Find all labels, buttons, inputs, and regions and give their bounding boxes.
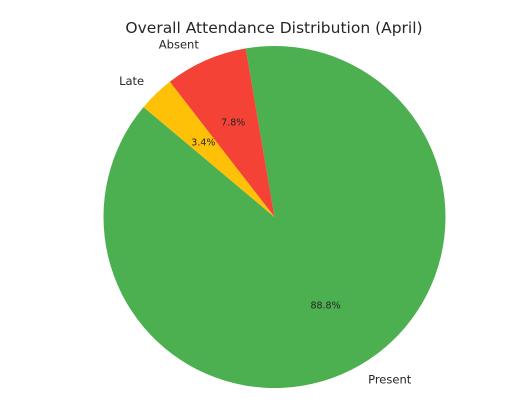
category-label-late: Late bbox=[119, 74, 144, 88]
percent-label-absent: 7.8% bbox=[221, 118, 245, 129]
category-label-present: Present bbox=[368, 373, 412, 387]
percent-label-present: 88.8% bbox=[310, 300, 340, 311]
category-label-absent: Absent bbox=[159, 37, 200, 51]
chart-title: Overall Attendance Distribution (April) bbox=[125, 19, 422, 37]
percent-label-late: 3.4% bbox=[191, 138, 215, 149]
pie-slices bbox=[103, 46, 445, 388]
